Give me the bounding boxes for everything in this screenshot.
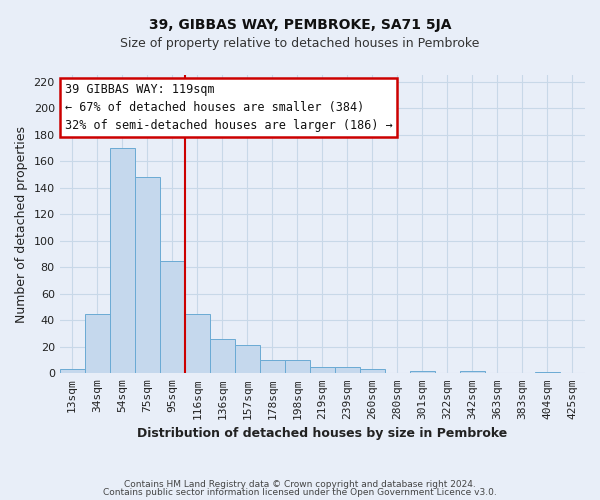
Bar xyxy=(160,260,185,374)
Bar xyxy=(335,366,360,374)
Bar xyxy=(85,314,110,374)
Bar xyxy=(360,370,385,374)
Bar xyxy=(260,360,285,374)
Text: Size of property relative to detached houses in Pembroke: Size of property relative to detached ho… xyxy=(121,38,479,51)
Text: Contains HM Land Registry data © Crown copyright and database right 2024.: Contains HM Land Registry data © Crown c… xyxy=(124,480,476,489)
Bar xyxy=(110,148,135,374)
Bar xyxy=(210,339,235,374)
Bar xyxy=(235,346,260,374)
Bar xyxy=(460,370,485,374)
Bar xyxy=(310,366,335,374)
Bar xyxy=(59,370,85,374)
Bar xyxy=(535,372,560,374)
Text: Contains public sector information licensed under the Open Government Licence v3: Contains public sector information licen… xyxy=(103,488,497,497)
Text: 39 GIBBAS WAY: 119sqm
← 67% of detached houses are smaller (384)
32% of semi-det: 39 GIBBAS WAY: 119sqm ← 67% of detached … xyxy=(65,83,392,132)
Bar xyxy=(185,314,210,374)
X-axis label: Distribution of detached houses by size in Pembroke: Distribution of detached houses by size … xyxy=(137,427,508,440)
Text: 39, GIBBAS WAY, PEMBROKE, SA71 5JA: 39, GIBBAS WAY, PEMBROKE, SA71 5JA xyxy=(149,18,451,32)
Bar xyxy=(135,177,160,374)
Bar xyxy=(285,360,310,374)
Bar xyxy=(410,370,435,374)
Y-axis label: Number of detached properties: Number of detached properties xyxy=(15,126,28,322)
